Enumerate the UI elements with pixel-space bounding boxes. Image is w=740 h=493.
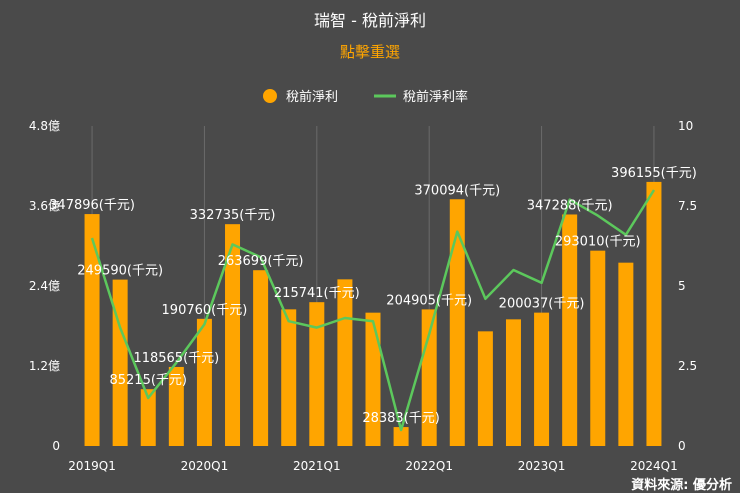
- x-tick-label: 2023Q1: [518, 459, 566, 473]
- source-text: 資料來源: 優分析: [631, 477, 732, 493]
- legend[interactable]: 稅前淨利 稅前淨利率: [263, 89, 468, 105]
- bar: [393, 427, 409, 446]
- data-label: 347288(千元): [527, 198, 613, 213]
- line-path: [90, 189, 656, 432]
- line-series: [90, 189, 656, 432]
- y-right-tick-label: 10: [678, 119, 693, 133]
- bar: [646, 181, 662, 446]
- bar: [281, 309, 297, 446]
- data-label: 263699(千元): [218, 254, 304, 269]
- bar: [534, 312, 550, 446]
- bar: [618, 262, 634, 446]
- y-left-tick-label: 2.4億: [29, 279, 60, 293]
- y-right-tick-label: 7.5: [678, 199, 697, 213]
- x-tick-label: 2022Q1: [405, 459, 453, 473]
- data-label: 293010(千元): [555, 235, 641, 250]
- bar: [140, 389, 156, 446]
- y-left-tick-label: 1.2億: [29, 359, 60, 373]
- x-tick-label: 2019Q1: [68, 459, 116, 473]
- data-label: 249590(千元): [77, 264, 163, 279]
- bar: [168, 366, 184, 446]
- bar-series: [84, 181, 662, 446]
- chart-title: 瑞智 - 稅前淨利: [314, 11, 426, 30]
- bar: [253, 270, 269, 446]
- bar: [505, 319, 521, 446]
- bar: [562, 214, 578, 446]
- data-label: 118565(千元): [133, 351, 219, 366]
- bar: [337, 279, 353, 446]
- data-label: 215741(千元): [274, 286, 360, 301]
- bar: [449, 199, 465, 446]
- data-label: 200037(千元): [499, 297, 585, 312]
- bar: [590, 250, 606, 446]
- y-right-tick-label: 2.5: [678, 359, 697, 373]
- bar: [112, 279, 128, 446]
- bar: [196, 318, 212, 446]
- axes: 0 1.2億 2.4億 3.6億 4.8億 0 2.5 5 7.5 10 2019Q1 2020Q1 2…: [29, 119, 697, 473]
- data-label: 332735(千元): [190, 208, 276, 223]
- gridlines: [91, 126, 655, 446]
- legend-line-label[interactable]: 稅前淨利率: [403, 89, 468, 105]
- y-right-tick-label: 0: [678, 439, 686, 453]
- legend-bar-label[interactable]: 稅前淨利: [286, 89, 338, 105]
- bar: [309, 302, 325, 446]
- bar: [225, 224, 241, 446]
- chart-subtitle[interactable]: 點擊重選: [340, 43, 400, 61]
- x-tick-label: 2020Q1: [181, 459, 229, 473]
- y-left-tick-label: 4.8億: [29, 119, 60, 133]
- bar: [84, 214, 100, 446]
- data-label: 370094(千元): [414, 183, 500, 198]
- data-label: 28383(千元): [362, 411, 440, 426]
- y-left-tick-label: 0: [52, 439, 60, 453]
- data-labels: 347896(千元) 249590(千元) 85215(千元) 118565(千元) 1…: [49, 166, 697, 426]
- y-right-tick-label: 5: [678, 279, 686, 293]
- data-label: 204905(千元): [386, 293, 472, 308]
- data-label: 85215(千元): [109, 373, 187, 388]
- data-label: 347896(千元): [49, 198, 135, 213]
- orange-circle-icon: [263, 89, 277, 103]
- x-tick-label: 2024Q1: [630, 459, 678, 473]
- bar: [365, 312, 381, 446]
- y-left-tick-label: 3.6億: [29, 199, 60, 213]
- data-label: 396155(千元): [611, 166, 697, 181]
- x-tick-label: 2021Q1: [293, 459, 341, 473]
- bar: [477, 331, 493, 446]
- data-label: 190760(千元): [162, 303, 248, 318]
